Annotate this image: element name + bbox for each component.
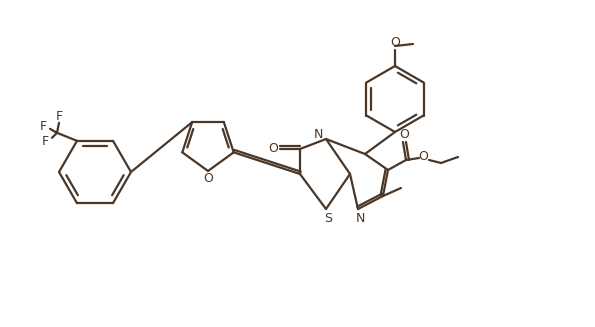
Text: O: O [268,142,278,154]
Text: O: O [390,37,400,49]
Text: O: O [203,173,213,185]
Text: O: O [399,129,409,142]
Text: F: F [55,110,62,123]
Text: N: N [355,212,365,225]
Text: S: S [324,212,332,225]
Text: F: F [42,135,49,148]
Text: N: N [314,128,322,141]
Text: F: F [39,120,46,133]
Text: O: O [418,150,428,164]
